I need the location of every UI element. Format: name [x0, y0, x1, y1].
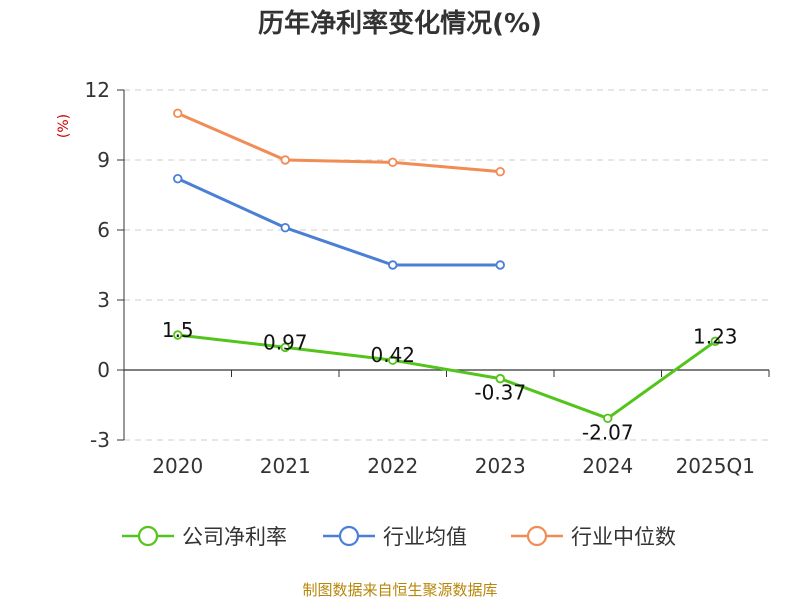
- data-point: [495, 166, 505, 177]
- legend-label: 行业中位数: [571, 525, 676, 549]
- legend-item[interactable]: 行业均值: [323, 525, 467, 549]
- y-tick-label: 6: [97, 218, 110, 242]
- data-point: [388, 355, 398, 365]
- data-label: 1.5: [162, 318, 194, 342]
- x-tick-label: 2020: [152, 454, 203, 478]
- x-tick-label: 2021: [260, 454, 311, 478]
- x-tick-label: 2025Q1: [676, 454, 755, 478]
- y-tick-label: 9: [97, 148, 110, 172]
- source-note: 制图数据来自恒生聚源数据库: [302, 581, 497, 599]
- x-tick-label: 2024: [582, 454, 633, 478]
- chart-title: 历年净利率变化情况(%): [258, 8, 542, 39]
- data-label: 0.97: [263, 330, 308, 354]
- data-label: 0.42: [370, 343, 415, 367]
- x-tick-label: 2023: [475, 454, 526, 478]
- data-point: [710, 336, 720, 346]
- data-point: [280, 342, 290, 353]
- data-point: [280, 222, 290, 233]
- data-point: [495, 260, 505, 270]
- legend-marker-icon: [526, 525, 548, 547]
- data-label: 1.23: [693, 324, 738, 348]
- data-point: [388, 157, 398, 168]
- data-point: [173, 108, 183, 119]
- series-lines: [173, 108, 720, 423]
- series-line: [177, 333, 717, 420]
- y-tick-label: 3: [97, 288, 110, 312]
- data-label: -2.07: [582, 420, 634, 444]
- legend-marker-icon: [338, 525, 360, 547]
- series-line: [177, 111, 501, 174]
- data-point: [280, 155, 290, 165]
- data-label: -0.37: [474, 381, 526, 405]
- data-point: [388, 260, 398, 270]
- legend[interactable]: 公司净利率 行业均值 行业中位数: [122, 525, 676, 549]
- data-point: [173, 330, 183, 340]
- y-tick-label: -3: [90, 428, 110, 452]
- axes: -3 0 3 6 9 12 2020 2021 2022 2023 2024 2025Q1: [85, 78, 770, 478]
- data-point: [173, 173, 183, 184]
- legend-marker-icon: [137, 525, 159, 547]
- legend-label: 行业均值: [383, 525, 467, 549]
- data-point: [495, 373, 505, 384]
- y-tick-label: 12: [85, 78, 110, 102]
- x-tick-label: 2022: [367, 454, 418, 478]
- data-labels: 1.5 0.97 0.42 -0.37 -2.07 1.23: [162, 318, 738, 444]
- gridlines: [124, 89, 769, 441]
- data-point: [603, 413, 613, 423]
- legend-item[interactable]: 公司净利率: [122, 525, 287, 549]
- y-tick-label: 0: [97, 358, 110, 382]
- series-line: [177, 177, 501, 267]
- legend-label: 公司净利率: [182, 525, 287, 549]
- y-axis-label: (%): [56, 114, 72, 138]
- legend-item[interactable]: 行业中位数: [511, 525, 676, 549]
